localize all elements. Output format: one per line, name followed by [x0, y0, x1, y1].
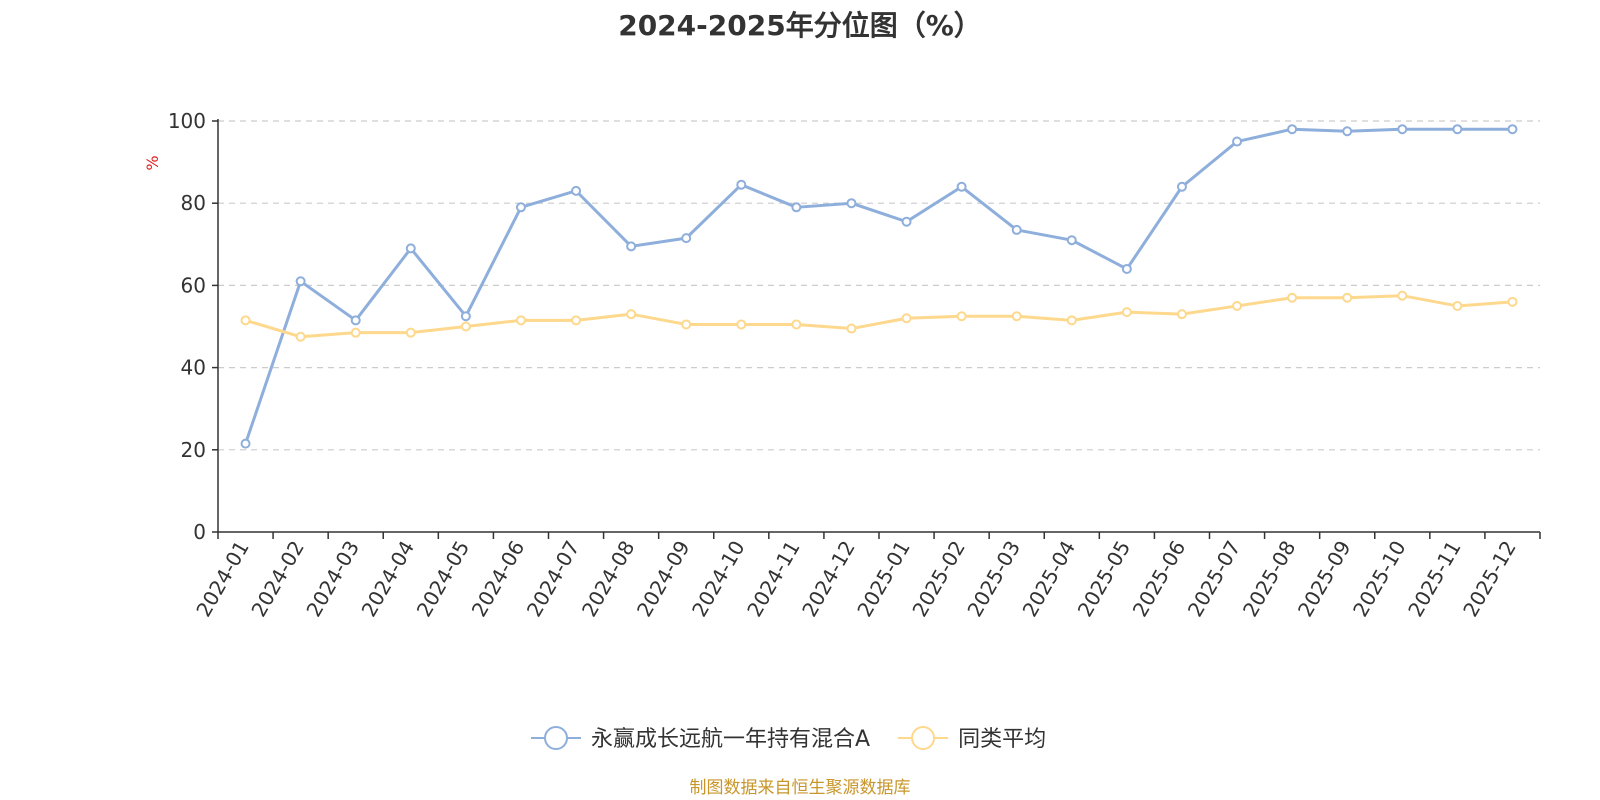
data-point [901, 313, 912, 324]
x-tick-label: 2024-04 [357, 537, 420, 621]
data-source-note: 制图数据来自恒生聚源数据库 [689, 778, 911, 798]
x-tick-label: 2024-03 [301, 537, 364, 621]
series-0 [240, 124, 1518, 449]
x-tick-label: 2025-03 [962, 536, 1025, 620]
legend-marker [544, 726, 568, 750]
data-point [1452, 300, 1463, 311]
axes: 0 20 40 60 80 100 2024-012024-022024-032024-04… [168, 109, 1541, 621]
y-tick-label: 40 [181, 356, 206, 380]
x-tick-label: 2024-05 [412, 537, 475, 621]
data-point [1176, 309, 1187, 320]
data-point [1066, 235, 1077, 246]
data-point [681, 319, 692, 330]
data-point [240, 315, 251, 326]
data-point [350, 315, 361, 326]
data-point [1342, 126, 1353, 137]
x-tick-label: 2025-10 [1348, 537, 1411, 621]
x-tick-label: 2025-06 [1128, 537, 1191, 621]
legend-item-1: 同类平均 [898, 726, 1046, 752]
series [240, 124, 1518, 449]
legend-label: 同类平均 [958, 727, 1046, 752]
data-point [1507, 296, 1518, 307]
data-point [626, 309, 637, 320]
x-tick-label: 2024-07 [522, 537, 585, 621]
data-point [460, 321, 471, 332]
data-point [1121, 263, 1132, 274]
x-tick-label: 2025-07 [1183, 537, 1246, 621]
data-point [956, 181, 967, 192]
data-point [350, 327, 361, 338]
x-tick-label: 2025-02 [907, 537, 970, 621]
x-tick-label: 2025-11 [1403, 537, 1466, 621]
data-point [515, 202, 526, 213]
x-tick-label: 2024-09 [632, 537, 695, 621]
x-tick-label: 2025-08 [1238, 537, 1301, 621]
data-point [736, 319, 747, 330]
x-tick-label: 2025-01 [852, 537, 915, 621]
data-point [240, 438, 251, 449]
y-axis-label: % [143, 155, 162, 170]
x-tick-label: 2024-12 [797, 537, 860, 621]
data-point [295, 331, 306, 342]
data-point [571, 315, 582, 326]
legend-item-0: 永赢成长远航一年持有混合A [531, 726, 870, 752]
data-point [846, 323, 857, 334]
x-tick-label: 2024-01 [191, 537, 254, 621]
y-tick-label: 20 [181, 438, 206, 462]
data-point [295, 276, 306, 287]
x-tick-label: 2024-11 [742, 537, 805, 621]
x-tick-label: 2024-02 [246, 537, 309, 621]
data-point [681, 233, 692, 244]
data-point [1011, 311, 1022, 322]
data-point [1011, 224, 1022, 235]
series-1 [240, 290, 1518, 342]
x-tick-label: 2025-12 [1458, 537, 1521, 621]
data-point [1342, 292, 1353, 303]
data-point [571, 185, 582, 196]
data-point [1066, 315, 1077, 326]
data-point [1452, 124, 1463, 135]
data-point [846, 198, 857, 209]
data-point [405, 327, 416, 338]
data-point [1287, 124, 1298, 135]
data-point [791, 202, 802, 213]
data-point [736, 179, 747, 190]
data-point [1397, 124, 1408, 135]
data-point [956, 311, 967, 322]
data-point [901, 216, 912, 227]
legend-label: 永赢成长远航一年持有混合A [591, 727, 870, 752]
y-tick-label: 60 [181, 273, 206, 297]
data-point [460, 311, 471, 322]
x-tick-label: 2024-06 [467, 537, 530, 621]
x-tick-label: 2024-10 [687, 537, 750, 621]
chart-title: 2024-2025年分位图（%） [618, 9, 982, 42]
data-point [791, 319, 802, 330]
data-point [1232, 136, 1243, 147]
x-tick-label: 2025-05 [1073, 537, 1136, 621]
data-point [1287, 292, 1298, 303]
x-tick-label: 2025-09 [1293, 537, 1356, 621]
x-tick-label: 2025-04 [1018, 537, 1081, 621]
legend: 永赢成长远航一年持有混合A 同类平均 [531, 726, 1046, 752]
grid-lines [218, 120, 1540, 451]
x-tick-label: 2024-08 [577, 537, 640, 621]
data-point [1232, 300, 1243, 311]
data-point [515, 315, 526, 326]
data-point [1176, 181, 1187, 192]
y-tick-label: 0 [193, 520, 206, 544]
series-line [244, 127, 1513, 445]
y-tick-label: 80 [181, 191, 206, 215]
y-tick-label: 100 [168, 109, 206, 133]
data-point [1121, 307, 1132, 318]
data-point [1397, 290, 1408, 301]
data-point [1507, 124, 1518, 135]
data-point [626, 241, 637, 252]
legend-marker [911, 726, 936, 750]
series-line [245, 294, 1513, 339]
data-point [405, 243, 416, 254]
